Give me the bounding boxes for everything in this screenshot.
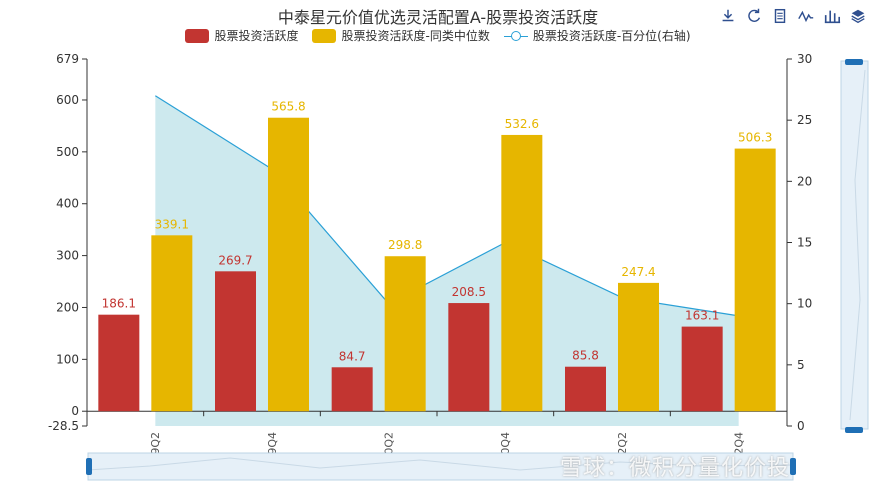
legend-item-activity[interactable]: 股票投资活跃度	[185, 27, 298, 44]
bar-label-activity: 186.1	[102, 297, 136, 311]
legend-label-median: 股票投资活跃度-同类中位数	[341, 29, 490, 43]
y-zoom-preview	[849, 69, 866, 421]
x-zoom-preview	[87, 457, 794, 471]
bar-labels-layer: 186.1 339.1 269.7 565.8 84.7 298.8 208.5 532.6 8…	[102, 100, 773, 364]
x-zoom-handle-left	[86, 458, 92, 475]
y-tick-label-left: -28.5	[48, 419, 79, 433]
bar-label-median: 298.8	[388, 238, 422, 252]
y-tick-label-left: 600	[56, 93, 79, 107]
percentile-area-base	[155, 411, 739, 426]
download-icon[interactable]	[718, 6, 738, 26]
legend-swatch-line	[503, 29, 528, 43]
refresh-icon[interactable]	[744, 6, 764, 26]
bar-label-median: 565.8	[271, 100, 305, 114]
watermark: 雪球：微积分量化价投	[560, 456, 791, 481]
bar-label-activity: 163.1	[685, 309, 719, 323]
stack-icon[interactable]	[848, 6, 868, 26]
bar-label-median: 506.3	[738, 131, 772, 145]
y-tick-label-left: 200	[56, 300, 79, 314]
bar-activity	[565, 366, 606, 412]
bar-activity	[448, 303, 490, 412]
bar-label-activity: 269.7	[218, 253, 252, 267]
y-tick-label-right: 10	[797, 297, 812, 311]
y-zoom-handle-top	[845, 59, 863, 65]
legend-swatch-gold	[312, 28, 337, 43]
bar-activity	[98, 314, 140, 412]
legend-swatch-red	[185, 28, 210, 43]
bar-median	[501, 134, 543, 412]
y-tick-label-left: 500	[56, 145, 79, 159]
line-chart-icon[interactable]	[796, 6, 816, 26]
legend-label-percentile: 股票投资活跃度-百分位(右轴)	[532, 29, 691, 43]
y-zoom-handle-bottom	[845, 427, 863, 433]
bar-label-median: 532.6	[505, 117, 539, 131]
bar-median	[618, 282, 659, 412]
toolbox	[718, 6, 868, 26]
bar-activity	[681, 326, 723, 412]
bar-median	[384, 256, 426, 412]
bar-activity	[331, 367, 373, 412]
y-tick-label-left: 400	[56, 197, 79, 211]
legend-item-percentile[interactable]: 股票投资活跃度-百分位(右轴)	[503, 27, 691, 44]
y-tick-label-right: 15	[797, 236, 812, 250]
bar-chart-icon[interactable]	[822, 6, 842, 26]
bar-median	[268, 117, 309, 412]
y-tick-label-right: 5	[797, 358, 805, 372]
y-tick-label-left: 300	[56, 249, 79, 263]
bar-median	[734, 148, 776, 412]
y-tick-label-left: 100	[56, 352, 79, 366]
bar-label-activity: 84.7	[339, 349, 366, 363]
data-zoom-layer	[86, 59, 869, 481]
data-view-icon[interactable]	[770, 6, 790, 26]
chart-title: 中泰星元价值优选灵活配置A-股票投资活跃度	[277, 8, 599, 27]
y-tick-label-left: 0	[71, 404, 79, 418]
bar-label-median: 339.1	[155, 217, 189, 231]
y-zoom-track	[840, 60, 869, 430]
bar-activity	[215, 271, 256, 412]
y-tick-label-right: 20	[797, 174, 812, 188]
y-tick-label-right: 30	[797, 52, 812, 66]
y-tick-label-right: 25	[797, 113, 812, 127]
y-tick-label-left: 679	[56, 52, 79, 66]
bars-layer	[98, 117, 776, 412]
legend: 股票投资活跃度 股票投资活跃度-同类中位数 股票投资活跃度-百分位(右轴)	[0, 27, 876, 44]
bar-median	[151, 235, 193, 412]
y-tick-label-right: 0	[797, 419, 805, 433]
bar-label-activity: 85.8	[572, 349, 599, 363]
legend-label-activity: 股票投资活跃度	[214, 29, 299, 43]
bar-label-median: 247.4	[621, 265, 655, 279]
x-zoom-handle-right	[790, 458, 796, 475]
bar-label-activity: 208.5	[452, 285, 486, 299]
legend-item-median[interactable]: 股票投资活跃度-同类中位数	[312, 27, 490, 44]
